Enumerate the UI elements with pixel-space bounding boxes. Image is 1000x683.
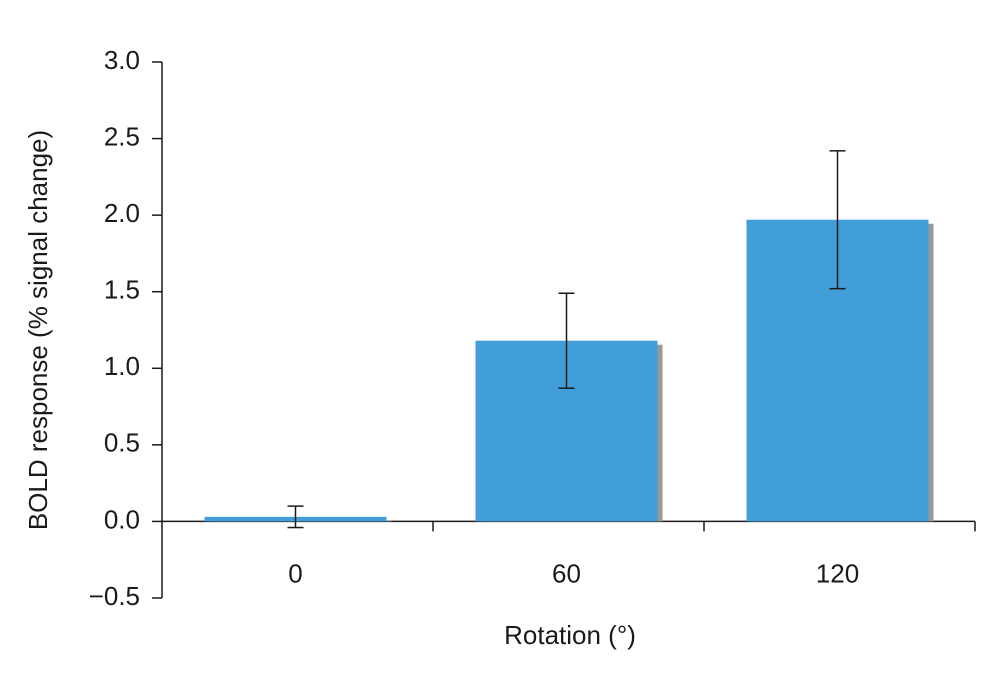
y-tick-label: −0.5	[89, 581, 140, 611]
y-tick-label: 1.0	[104, 351, 140, 381]
y-tick-label: 2.5	[104, 121, 140, 151]
x-tick-label: 0	[288, 558, 302, 588]
error-bar	[287, 505, 304, 529]
error-bar	[558, 292, 575, 389]
x-tick-label: 60	[552, 558, 581, 588]
y-tick-label: 1.5	[104, 275, 140, 305]
y-axis-label: BOLD response (% signal change)	[23, 130, 53, 530]
y-tick-label: 2.0	[104, 198, 140, 228]
x-axis-label: Rotation (°)	[504, 620, 636, 650]
x-tick-label: 120	[816, 558, 859, 588]
error-bar	[829, 150, 846, 290]
y-tick-label: 0.0	[104, 504, 140, 534]
y-tick-label: 0.5	[104, 428, 140, 458]
y-tick-label: 3.0	[104, 45, 140, 75]
